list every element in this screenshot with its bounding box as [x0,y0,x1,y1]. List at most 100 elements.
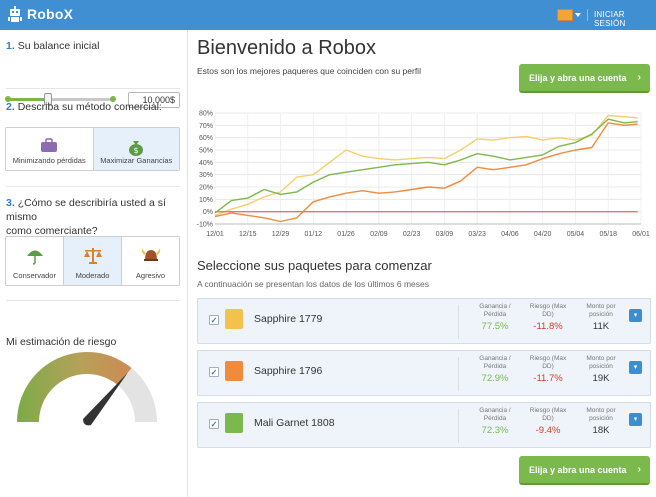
logo[interactable]: RoboX [8,6,73,22]
series-line [214,114,638,217]
risk-value: -9.4% [535,425,561,436]
slider-min-dot [5,96,11,102]
risk-value: -11.8% [533,321,563,332]
language-flag-icon[interactable] [557,9,573,21]
balance-input[interactable]: 10,000$ [128,92,180,108]
package-row[interactable]: ✓ Mali Garnet 1808 Ganancia / Pérdida 72.… [197,402,651,448]
y-tick-label: 80% [199,111,213,118]
briefcase-icon [41,138,58,152]
x-tick-label: 01/26 [337,231,355,238]
trader-type-options: Conservador Moderado Agresivo [5,236,180,286]
stat-label: Monto por [586,355,616,362]
y-tick-label: 10% [199,197,213,204]
y-tick-label: 60% [199,135,213,142]
option-label: Minimizando pérdidas [12,156,86,165]
y-tick-label: 30% [199,172,213,179]
y-tick-label: 70% [199,123,213,130]
y-tick-label: 40% [199,160,213,167]
caret-down-icon[interactable] [575,13,581,17]
risk-stat: Riesgo (Max DD) -11.8% [518,303,578,332]
stat-label: Monto por [586,303,616,310]
stat-label: Monto por [586,407,616,414]
chevron-down-icon[interactable]: ▾ [629,413,642,426]
step-number: 2. [6,101,15,113]
y-tick-label: 50% [199,148,213,155]
gauge-rest-arc [117,368,157,422]
slider-handle[interactable] [44,93,53,105]
robot-icon [225,361,243,381]
option-minimize-losses[interactable]: Minimizando pérdidas [6,128,94,170]
trading-method-options: Minimizando pérdidas $ Maximizar Gananci… [5,127,180,171]
stat-label: Riesgo (Max [529,355,567,362]
x-tick-label: 06/01 [632,231,650,238]
gauge-fill-arc [17,352,132,422]
step-number: 3. [6,197,15,209]
series-line [214,122,638,223]
step2-title: 2. Describa su método comercial: [6,100,162,114]
package-checkbox[interactable]: ✓ [209,419,219,429]
balance-slider[interactable] [9,98,112,101]
option-aggressive[interactable]: Agresivo [122,237,179,285]
step-title-text: Su balance inicial [17,40,100,52]
open-account-button-bottom[interactable]: Elija y abra una cuenta › [519,456,650,485]
package-name: Sapphire 1779 [254,313,323,325]
button-label: Elija y abra una cuenta [529,464,627,475]
divider [458,305,459,339]
button-label: Elija y abra una cuenta [529,72,627,83]
x-tick-label: 04/06 [501,231,519,238]
stat-label: Pérdida [483,311,507,318]
main-content: Bienvenido a Robox Estos son los mejores… [189,30,656,497]
risk-stat: Riesgo (Max DD) -9.4% [518,407,578,436]
series-line [214,118,638,214]
x-tick-label: 12/15 [239,231,257,238]
package-checkbox[interactable]: ✓ [209,367,219,377]
stat-label: Ganancia / [479,407,511,414]
risk-value: -11.7% [533,373,563,384]
packages-note: A continuación se presentan los datos de… [197,279,429,289]
divider [6,186,180,187]
package-checkbox[interactable]: ✓ [209,315,219,325]
chevron-down-icon[interactable]: ▾ [629,361,642,374]
y-tick-label: -10% [197,222,213,229]
chevron-down-icon[interactable]: ▾ [629,309,642,322]
package-name: Mali Garnet 1808 [254,417,335,429]
x-tick-label: 05/04 [567,231,585,238]
x-tick-label: 12/29 [272,231,290,238]
chevron-right-icon: › [637,72,641,83]
gain-value: 72.9% [481,373,509,384]
package-name: Sapphire 1796 [254,365,323,377]
amount-stat: Monto por posición 18K [571,407,631,436]
gain-stat: Ganancia / Pérdida 72.3% [465,407,525,436]
amount-stat: Monto por posición 19K [571,355,631,384]
stat-label: Ganancia / [479,303,511,310]
viking-helmet-icon [141,248,160,261]
gauge-needle [83,372,128,426]
robot-icon [225,309,243,329]
option-label: Agresivo [135,271,166,280]
option-maximize-gains[interactable]: $ Maximizar Ganancias [93,128,179,170]
open-account-button[interactable]: Elija y abra una cuenta › [519,64,650,93]
package-row[interactable]: ✓ Sapphire 1796 Ganancia / Pérdida 72.9% … [197,350,651,396]
step-title-text: como comerciante? [6,225,98,237]
performance-chart: 80% 70% 60% 50% 40% 30% 20% 10% 0% -10% 12/01 12/15… [197,111,650,239]
amount-value: 18K [592,425,610,436]
divider [458,409,459,443]
option-conservative[interactable]: Conservador [6,237,64,285]
robot-icon [8,6,22,22]
step-title-text: ¿Cómo se describiría usted a sí mismo [6,197,166,223]
amount-value: 19K [592,373,610,384]
stat-label: Riesgo (Max [529,407,567,414]
svg-text:$: $ [134,146,139,155]
login-link[interactable]: INICIAR SESIÓN [594,10,626,28]
step-number: 1. [6,40,15,52]
sidebar: 1. Su balance inicial 10,000$ 2. Describ… [0,30,188,497]
option-label: Conservador [13,271,56,280]
robot-icon [225,413,243,433]
app-title: RoboX [27,6,74,22]
option-moderate[interactable]: Moderado [64,237,122,285]
y-tick-label: 0% [203,209,213,216]
top-bar: RoboX INICIAR SESIÓN [0,0,656,30]
risk-title: Mi estimación de riesgo [6,336,117,348]
package-row[interactable]: ✓ Sapphire 1779 Ganancia / Pérdida 77.5% … [197,298,651,344]
risk-stat: Riesgo (Max DD) -11.7% [518,355,578,384]
